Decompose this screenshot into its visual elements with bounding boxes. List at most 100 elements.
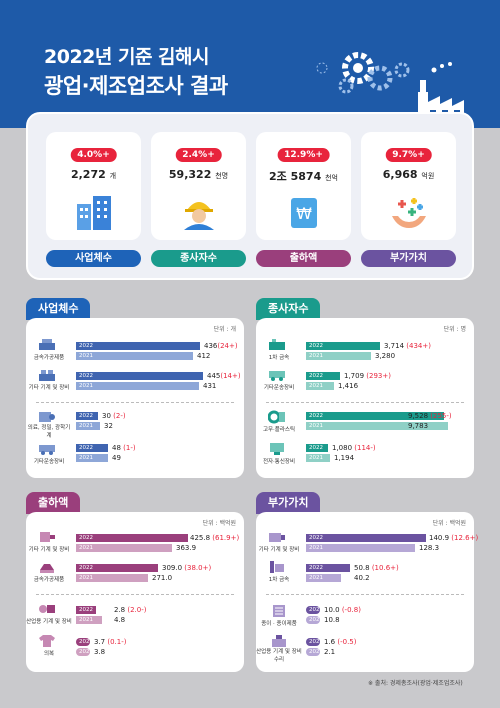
value-2021: 2.1 <box>324 648 336 656</box>
summary-card-shipments: 12.9%+ 2조 5874 천억 ₩ <box>256 132 351 240</box>
bar-2022: 2022 <box>306 606 323 614</box>
summary-card-workers: 2.4%+ 59,322 천명 <box>151 132 246 240</box>
panel-tab-establishments: 사업체수 <box>26 298 91 320</box>
row-label: 의복 <box>43 651 55 657</box>
row-label: 전자·통신장비 <box>262 459 296 465</box>
bar-2022: 2022 <box>76 606 96 614</box>
bar-2022: 2022 <box>76 534 188 542</box>
divider <box>36 594 234 595</box>
value-2022: 1.6 (-0.5) <box>324 638 357 646</box>
value-2021: 1,194 <box>334 454 355 462</box>
summary-value: 59,322 천명 <box>168 168 229 181</box>
bar-2022: 2022 <box>76 444 108 452</box>
bar-2022: 2022 <box>306 342 380 350</box>
worker-icon <box>183 202 214 230</box>
primary-metal-icon <box>269 339 285 350</box>
row-label: 기타운송장비 <box>33 459 65 465</box>
row-label: 종이 · 종이제품 <box>261 621 297 627</box>
change-badge: 2.4%+ <box>175 148 222 162</box>
value-2021: 3.8 <box>94 648 106 656</box>
bar-2022: 2022 <box>306 372 340 380</box>
row-label: 기타 기계 및 장비 <box>28 385 70 391</box>
transport-equipment-icon <box>269 371 285 381</box>
source-note: ※ 출처: 경제총조사(광업·제조업조사) <box>368 680 463 687</box>
value-2022: 3,714 (434+) <box>384 342 431 350</box>
divider <box>266 594 464 595</box>
bar-2021: 2021 <box>76 422 100 430</box>
money-icon: ₩ <box>290 198 317 228</box>
machine-icon <box>40 532 55 542</box>
row-label: 기타 기계 및 장비 <box>258 547 300 553</box>
bar-2021: 2021 <box>76 616 102 624</box>
bar-2021: 2021 <box>76 352 193 360</box>
metal-product-icon <box>39 339 55 350</box>
summary-card-value-added: 9.7%+ 6,968 억원 <box>361 132 456 240</box>
value-2022: 30 (2-) <box>102 412 126 420</box>
unit-label: 단위 : 개 <box>213 326 236 333</box>
bar-2022: 2022 <box>76 638 93 646</box>
summary-label-establishments: 사업체수 <box>46 250 141 267</box>
summary-label-workers: 종사자수 <box>151 250 246 267</box>
value-2021: 271.0 <box>152 574 173 582</box>
row-label: 1차 금속 <box>268 355 290 361</box>
change-badge: 9.7%+ <box>385 148 432 162</box>
value-2021: 1,416 <box>338 382 359 390</box>
panel-tab-workers: 종사자수 <box>256 298 321 320</box>
buildings-icon <box>76 196 111 230</box>
value-2021: 32 <box>104 422 113 430</box>
value-2021: 128.3 <box>419 544 440 552</box>
row-label: 산업용 기계 및 장비 수리 <box>256 649 302 663</box>
bar-2021: 2021 <box>306 544 415 552</box>
panel-tab-shipments: 출하액 <box>26 492 81 514</box>
bar-2022: 2022 <box>76 564 158 572</box>
value-2022: 50.8 (10.6+) <box>354 564 399 572</box>
change-badge: 12.9%+ <box>277 148 330 162</box>
value-2022: 10.0 (-0.8) <box>324 606 361 614</box>
value-2022: 1,709 (293+) <box>344 372 391 380</box>
value-2022: 309.0 (38.0+) <box>162 564 212 572</box>
bar-2022: 2022 <box>76 342 200 350</box>
industrial-machine-icon <box>39 605 55 613</box>
repair-icon <box>272 635 286 647</box>
row-label: 금속가공제품 <box>33 577 65 583</box>
value-2022: 140.9 (12.6+) <box>429 534 479 542</box>
svg-text:₩: ₩ <box>296 204 312 223</box>
value-2021: 4.8 <box>114 616 126 624</box>
medical-optical-icon <box>39 412 55 422</box>
paper-icon <box>273 605 285 617</box>
unit-label: 단위 : 백억원 <box>202 520 236 527</box>
page-title-line1: 2022년 기준 김해시 <box>44 46 210 68</box>
summary-card-establishments: 4.0%+ 2,272 개 <box>46 132 141 240</box>
value-2022: 445(14+) <box>207 372 241 380</box>
panel-tab-value-added: 부가가치 <box>256 492 321 514</box>
row-label: 기타운송장비 <box>263 385 295 391</box>
value-2021: 49 <box>112 454 121 462</box>
primary-metal-icon <box>270 561 284 573</box>
bar-2022: 2022 <box>76 412 98 420</box>
panel-establishments: 단위 : 개 금속가공제품 2022 436(24+) 2021 412 기타 … <box>26 318 244 478</box>
metal-product-icon <box>40 564 54 573</box>
row-label: 고무·플라스틱 <box>262 427 296 433</box>
value-2021: 10.8 <box>324 616 340 624</box>
bar-2021: 2021 <box>306 352 371 360</box>
bar-2021: 2021 <box>76 382 199 390</box>
row-label: 기타 기계 및 장비 <box>28 547 70 553</box>
bar-2021: 2021 <box>306 648 323 656</box>
summary-label-value-added: 부가가치 <box>361 250 456 267</box>
clothing-icon <box>39 635 55 647</box>
row-label: 산업용 기계 및 장비 <box>26 619 72 625</box>
bar-2022: 2022 <box>306 534 426 542</box>
bar-2021: 2021 <box>76 544 172 552</box>
bar-2021: 2021 <box>76 454 108 462</box>
panel-value-added: 단위 : 백억원 기타 기계 및 장비 2022 140.9 (12.6+) 2… <box>256 512 478 672</box>
summary-label-shipments: 출하액 <box>256 250 351 267</box>
bar-2021: 2021 <box>306 382 334 390</box>
summary-value: 2조 5874 천억 <box>269 170 338 183</box>
bar-2021: 2021 <box>306 422 448 430</box>
machine-icon <box>39 370 55 381</box>
row-label: 1차 금속 <box>268 577 290 583</box>
divider <box>266 402 464 403</box>
header-banner <box>0 0 500 128</box>
change-badge: 4.0%+ <box>70 148 117 162</box>
value-2022: 1,080 (114-) <box>332 444 376 452</box>
